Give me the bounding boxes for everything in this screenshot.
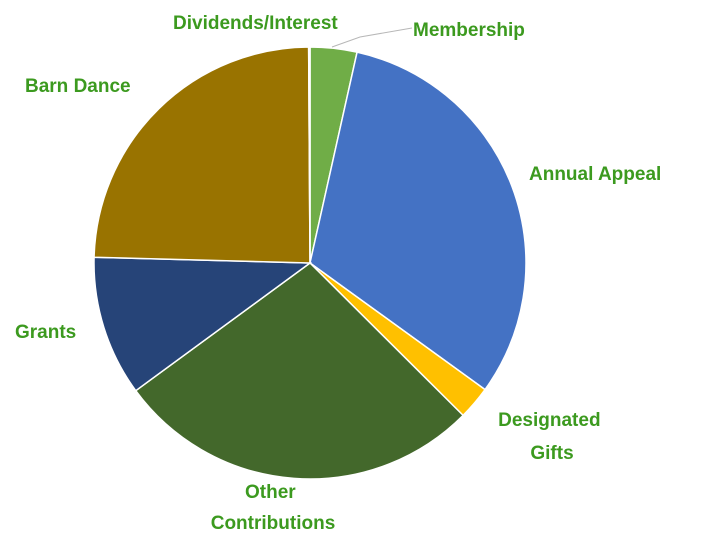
- membership-leader-line: [331, 27, 413, 48]
- label-annual-appeal: Annual Appeal: [529, 164, 661, 185]
- pie-slices: [93, 46, 527, 480]
- label-dividends-interest: Dividends/Interest: [173, 13, 338, 34]
- leader-lines: [331, 27, 413, 48]
- label-grants: Grants: [15, 322, 76, 343]
- slice-other-contributions: [134, 262, 465, 480]
- slice-annual-appeal: [309, 51, 527, 391]
- label-membership: Membership: [413, 20, 525, 41]
- label-other-contributions: Other Contributions: [211, 482, 336, 533]
- slice-barn-dance: [93, 46, 311, 264]
- slice-labels: Membership Annual Appeal Designated Gift…: [15, 13, 661, 533]
- label-barn-dance: Barn Dance: [25, 76, 131, 97]
- slice-grants: [93, 256, 313, 392]
- slice-dividends-interest: [307, 46, 311, 264]
- label-designated-gifts: Designated Gifts: [498, 410, 606, 464]
